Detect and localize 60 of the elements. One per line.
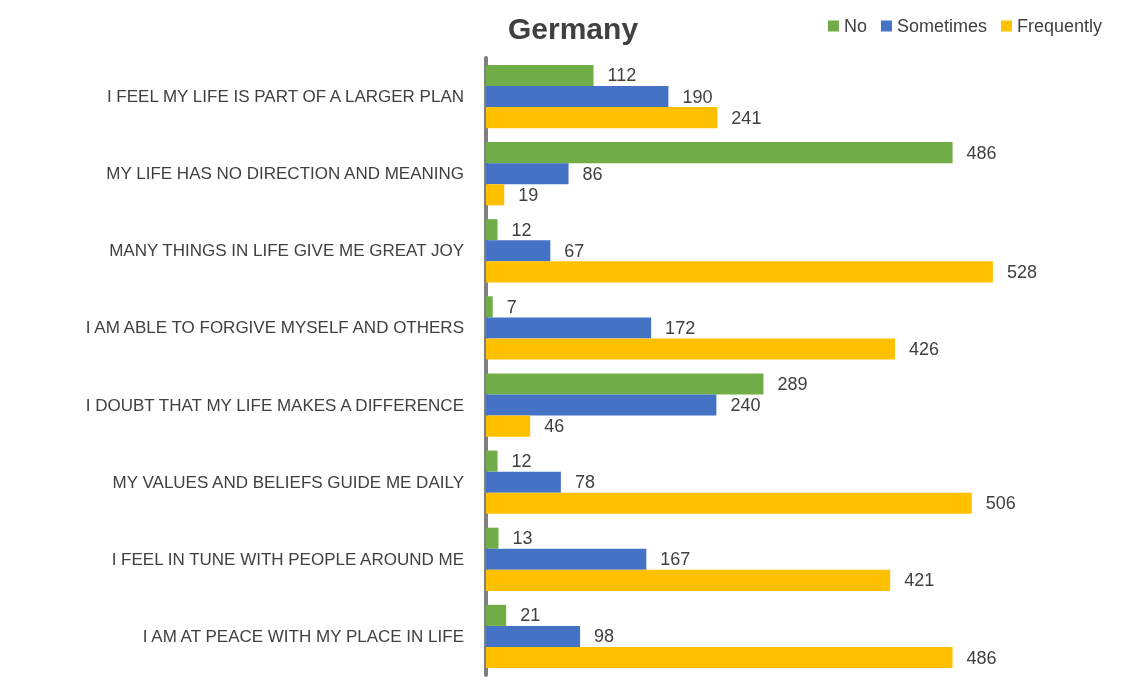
data-label: 506	[985, 493, 1016, 514]
bar	[486, 548, 647, 570]
y-tick-label: MY VALUES AND BELIEFS GUIDE ME DAILY	[112, 472, 464, 492]
legend-label: Frequently	[1016, 16, 1102, 36]
bar	[486, 64, 594, 87]
bar	[486, 450, 498, 472]
bar	[486, 471, 561, 493]
bar	[486, 240, 551, 262]
bar	[486, 107, 718, 129]
data-label: 98	[594, 626, 615, 647]
data-label: 240	[730, 395, 761, 416]
data-label: 21	[520, 605, 541, 626]
data-label: 112	[607, 65, 637, 86]
bar	[486, 86, 669, 108]
chart-title: Germany	[508, 11, 639, 45]
data-label: 528	[1006, 261, 1037, 282]
legend-label: Sometimes	[896, 16, 987, 36]
bar	[486, 527, 499, 549]
data-label: 19	[518, 184, 539, 205]
data-label: 289	[777, 373, 808, 394]
data-label: 172	[665, 317, 696, 338]
y-tick-label: I DOUBT THAT MY LIFE MAKES A DIFFERENCE	[85, 395, 464, 415]
data-label: 7	[506, 296, 517, 317]
data-label: 12	[511, 451, 532, 472]
data-label: 241	[731, 107, 762, 128]
data-label: 190	[682, 86, 713, 107]
data-label: 67	[564, 240, 585, 261]
bar	[486, 261, 993, 283]
data-label: 486	[966, 142, 997, 163]
bar	[486, 646, 953, 669]
bar	[486, 415, 531, 437]
bar	[486, 492, 972, 514]
data-label: 78	[574, 472, 595, 493]
y-tick-label: I FEEL IN TUNE WITH PEOPLE AROUND ME	[111, 549, 464, 569]
bar	[486, 184, 505, 206]
data-label: 486	[966, 647, 997, 668]
y-tick-label: I AM ABLE TO FORGIVE MYSELF AND OTHERS	[85, 318, 464, 338]
bar	[486, 338, 895, 360]
bar	[486, 394, 717, 416]
data-label: 426	[908, 339, 940, 360]
y-tick-label: I AM AT PEACE WITH MY PLACE IN LIFE	[142, 626, 464, 646]
bar	[486, 317, 652, 339]
bar	[486, 296, 493, 318]
data-label: 13	[512, 528, 533, 549]
bar	[486, 604, 507, 626]
bar	[486, 569, 891, 591]
data-label: 421	[904, 570, 935, 591]
y-tick-label: MY LIFE HAS NO DIRECTION AND MEANING	[106, 164, 464, 184]
bar	[486, 163, 569, 185]
y-tick-label: MANY THINGS IN LIFE GIVE ME GREAT JOY	[109, 241, 464, 261]
data-label: 12	[511, 219, 532, 240]
bar	[486, 625, 581, 647]
bar	[486, 373, 764, 395]
legend-label: No	[843, 16, 867, 36]
bar	[486, 142, 953, 164]
y-tick-label: I FEEL MY LIFE IS PART OF A LARGER PLAN	[106, 87, 464, 107]
data-label: 86	[582, 163, 603, 184]
data-label: 46	[544, 416, 565, 437]
data-label: 167	[660, 549, 691, 570]
bar	[486, 219, 498, 241]
